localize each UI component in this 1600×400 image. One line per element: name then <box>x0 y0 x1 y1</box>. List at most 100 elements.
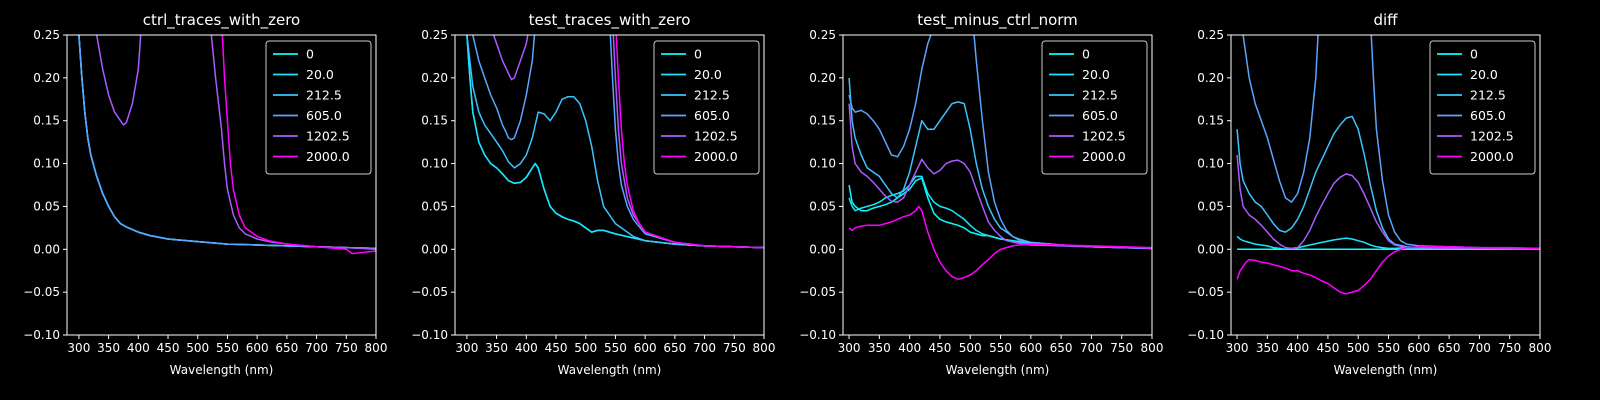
series-line-4 <box>78 35 376 250</box>
y-tick-label: 0.25 <box>1197 28 1224 42</box>
series-line-6 <box>848 205 1152 281</box>
y-tick-label: 0.15 <box>33 114 60 128</box>
x-tick-label: 300 <box>1226 341 1249 355</box>
x-tick-label: 400 <box>1286 341 1309 355</box>
y-tick-label: 0.05 <box>809 199 836 213</box>
y-tick-label: 0.20 <box>33 71 60 85</box>
y-tick-label: 0.00 <box>1197 242 1224 256</box>
legend-label: 2000.0 <box>694 149 738 164</box>
chart-title: test_traces_with_zero <box>529 11 691 30</box>
x-tick-label: 550 <box>989 341 1012 355</box>
x-tick-label: 500 <box>959 341 982 355</box>
series-line-4 <box>472 35 764 249</box>
series-group <box>466 35 764 249</box>
x-tick-label: 650 <box>1438 341 1461 355</box>
legend-label: 1202.5 <box>1470 129 1514 144</box>
legend-label: 605.0 <box>694 108 730 123</box>
chart-panel-2: 300 350 400 450 500 550 600 650 700 750 800 −0.10 −0… <box>411 11 775 377</box>
series-group <box>78 35 376 255</box>
x-tick-label: 450 <box>1316 341 1339 355</box>
series-line-6 <box>615 35 764 249</box>
x-tick-label: 550 <box>216 341 239 355</box>
legend-label: 605.0 <box>1082 108 1118 123</box>
x-tick-label: 600 <box>634 341 657 355</box>
y-tick-label: 0.00 <box>33 242 60 256</box>
y-tick-label: 0.00 <box>809 242 836 256</box>
x-tick-label: 550 <box>1377 341 1400 355</box>
legend-label: 1202.5 <box>1082 129 1126 144</box>
x-tick-label: 650 <box>663 341 686 355</box>
legend-label: 0 <box>1470 47 1478 62</box>
y-tick-label: 0.20 <box>809 71 836 85</box>
series-line-5 <box>848 103 1152 250</box>
y-tick-label: −0.05 <box>799 285 836 299</box>
legend: 0 20.0 212.5 605.0 1202.5 2000.0 <box>1429 40 1536 175</box>
x-axis-label: Wavelength (nm) <box>558 363 662 377</box>
y-tick-label: −0.10 <box>1187 328 1224 342</box>
y-tick-label: 0.25 <box>809 28 836 42</box>
y-tick-label: −0.05 <box>23 285 60 299</box>
axes-frame <box>454 34 765 336</box>
y-tick-label: 0.20 <box>421 71 448 85</box>
y-tick-label: 0.00 <box>421 242 448 256</box>
x-tick-label: 800 <box>753 341 776 355</box>
legend-label: 20.0 <box>1082 67 1110 82</box>
legend-label: 0 <box>306 47 314 62</box>
x-tick-label: 300 <box>455 341 478 355</box>
x-tick-label: 800 <box>1529 341 1552 355</box>
x-tick-label: 400 <box>127 341 150 355</box>
axes-frame <box>842 34 1153 336</box>
x-tick-label: 550 <box>604 341 627 355</box>
y-tick-label: 0.15 <box>1197 114 1224 128</box>
y-tick-label: 0.10 <box>421 157 448 171</box>
x-tick-label: 350 <box>485 341 508 355</box>
y-tick-label: 0.15 <box>809 114 836 128</box>
x-tick-label: 800 <box>1141 341 1164 355</box>
x-tick-label: 450 <box>545 341 568 355</box>
chart-title: diff <box>1373 11 1398 29</box>
y-tick-label: 0.05 <box>33 199 60 213</box>
legend-label: 0 <box>694 47 702 62</box>
x-tick-label: 350 <box>97 341 120 355</box>
y-tick-label: 0.05 <box>1197 199 1224 213</box>
x-tick-label: 300 <box>67 341 90 355</box>
chart-panel-1: 300 350 400 450 500 550 600 650 700 750 800 −0.10 −0… <box>23 11 387 377</box>
series-group <box>1236 35 1540 295</box>
x-tick-label: 450 <box>928 341 951 355</box>
y-tick-label: 0.15 <box>421 114 448 128</box>
series-line-4 <box>848 35 1152 250</box>
x-tick-label: 600 <box>1019 341 1042 355</box>
y-tick-label: −0.10 <box>799 328 836 342</box>
legend-label: 1202.5 <box>306 129 350 144</box>
series-line-3 <box>1236 115 1540 251</box>
y-tick-label: 0.25 <box>33 28 60 42</box>
series-line-6 <box>221 35 376 255</box>
x-tick-label: 600 <box>246 341 269 355</box>
x-axis-label: Wavelength (nm) <box>170 363 274 377</box>
x-tick-label: 700 <box>305 341 328 355</box>
y-tick-label: 0.10 <box>809 157 836 171</box>
legend-label: 2000.0 <box>1470 149 1514 164</box>
x-tick-label: 400 <box>515 341 538 355</box>
legend-label: 20.0 <box>694 67 722 82</box>
x-tick-label: 500 <box>186 341 209 355</box>
chart-title: ctrl_traces_with_zero <box>143 11 300 30</box>
series-line-2 <box>1236 235 1540 251</box>
legend-label: 605.0 <box>1470 108 1506 123</box>
y-tick-label: −0.05 <box>411 285 448 299</box>
x-tick-label: 300 <box>838 341 861 355</box>
x-tick-label: 650 <box>1050 341 1073 355</box>
legend: 0 20.0 212.5 605.0 1202.5 2000.0 <box>653 40 760 175</box>
chart-panel-3: 300 350 400 450 500 550 600 650 700 750 800 −0.10 −0… <box>799 11 1163 377</box>
series-line-4 <box>1242 35 1540 250</box>
legend-label: 20.0 <box>306 67 334 82</box>
legend-label: 212.5 <box>1082 88 1118 103</box>
x-tick-label: 350 <box>868 341 891 355</box>
y-tick-label: −0.10 <box>411 328 448 342</box>
legend: 0 20.0 212.5 605.0 1202.5 2000.0 <box>1041 40 1148 175</box>
x-tick-label: 350 <box>1256 341 1279 355</box>
legend-label: 212.5 <box>694 88 730 103</box>
x-tick-label: 650 <box>275 341 298 355</box>
legend-label: 212.5 <box>306 88 342 103</box>
